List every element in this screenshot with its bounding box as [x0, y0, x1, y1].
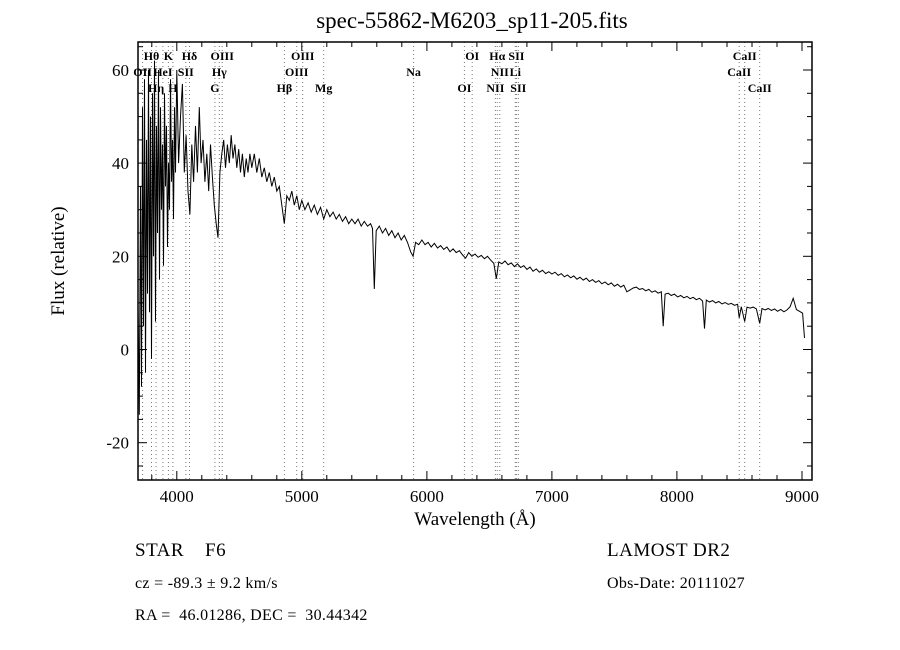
spectral-line-label: CaII	[748, 81, 772, 95]
spectral-line-label: OIII	[211, 49, 235, 63]
spectral-line-label: Li	[510, 65, 522, 79]
y-tick-label: 0	[121, 341, 130, 360]
chart-title: spec-55862-M6203_sp11-205.fits	[316, 8, 628, 33]
x-tick-label: 6000	[410, 487, 444, 506]
spectral-line-label: Hβ	[277, 81, 293, 95]
plot-frame	[137, 41, 813, 481]
y-tick-label: 40	[112, 154, 129, 173]
spectral-line-label: CaII	[733, 49, 757, 63]
spectral-line-label: Na	[406, 65, 421, 79]
spectral-line-markers: OIIHθHηHeIKHSIIHδGHγOIIIHβOIIIOIIIMgNaOI…	[132, 42, 773, 480]
spectral-line-label: OII	[133, 65, 152, 79]
spectral-line-label: Hδ	[182, 49, 198, 63]
spectral-line-label: Hη	[148, 81, 164, 95]
y-axis-label: Flux (relative)	[48, 206, 69, 315]
spectral-line-label: Hγ	[212, 65, 227, 79]
spectral-line-label: OI	[457, 81, 471, 95]
spectral-line-label: SII	[510, 81, 526, 95]
spectral-line-label: SII	[508, 49, 524, 63]
x-axis-label: Wavelength (Å)	[414, 509, 535, 530]
spectral-line-label: OI	[465, 49, 479, 63]
spectrum-line	[137, 60, 805, 415]
x-tick-label: 9000	[785, 487, 819, 506]
x-tick-label: 7000	[535, 487, 569, 506]
y-tick-label: 20	[112, 247, 129, 266]
spectral-line-label: Hθ	[144, 49, 160, 63]
spectral-line-label: OIII	[291, 49, 315, 63]
spectral-line-label: SII	[178, 65, 194, 79]
spectral-line-label: HeI	[153, 65, 173, 79]
spectral-line-label: CaII	[727, 65, 751, 79]
spectrum-series	[137, 60, 805, 415]
survey-label: LAMOST DR2	[607, 540, 731, 561]
cz-value: cz = -89.3 ± 9.2 km/s	[135, 575, 278, 592]
x-tick-label: 5000	[285, 487, 319, 506]
y-tick-label: 60	[112, 61, 129, 80]
spectral-line-label: Hα	[489, 49, 505, 63]
classification-label: STAR F6	[135, 540, 227, 561]
ra-dec: RA = 46.01286, DEC = 30.44342	[135, 607, 368, 624]
spectrum-chart: spec-55862-M6203_sp11-205.fits OII Hθ Hη He…	[48, 8, 819, 530]
spectral-line-label: Mg	[315, 81, 332, 95]
spectral-line-label: NII	[491, 65, 509, 79]
spectral-line-label: K	[164, 49, 174, 63]
obs-date: Obs-Date: 20111027	[607, 575, 745, 592]
spectral-line-label: NII	[486, 81, 504, 95]
spectral-line-label: G	[210, 81, 219, 95]
x-tick-label: 4000	[160, 487, 194, 506]
x-tick-label: 8000	[660, 487, 694, 506]
y-tick-label: -20	[106, 434, 129, 453]
spectral-line-label: OIII	[285, 65, 309, 79]
axis-ticks: 4000 5000 6000 7000 8000 9000 -20 0 20 40 60	[106, 42, 819, 506]
